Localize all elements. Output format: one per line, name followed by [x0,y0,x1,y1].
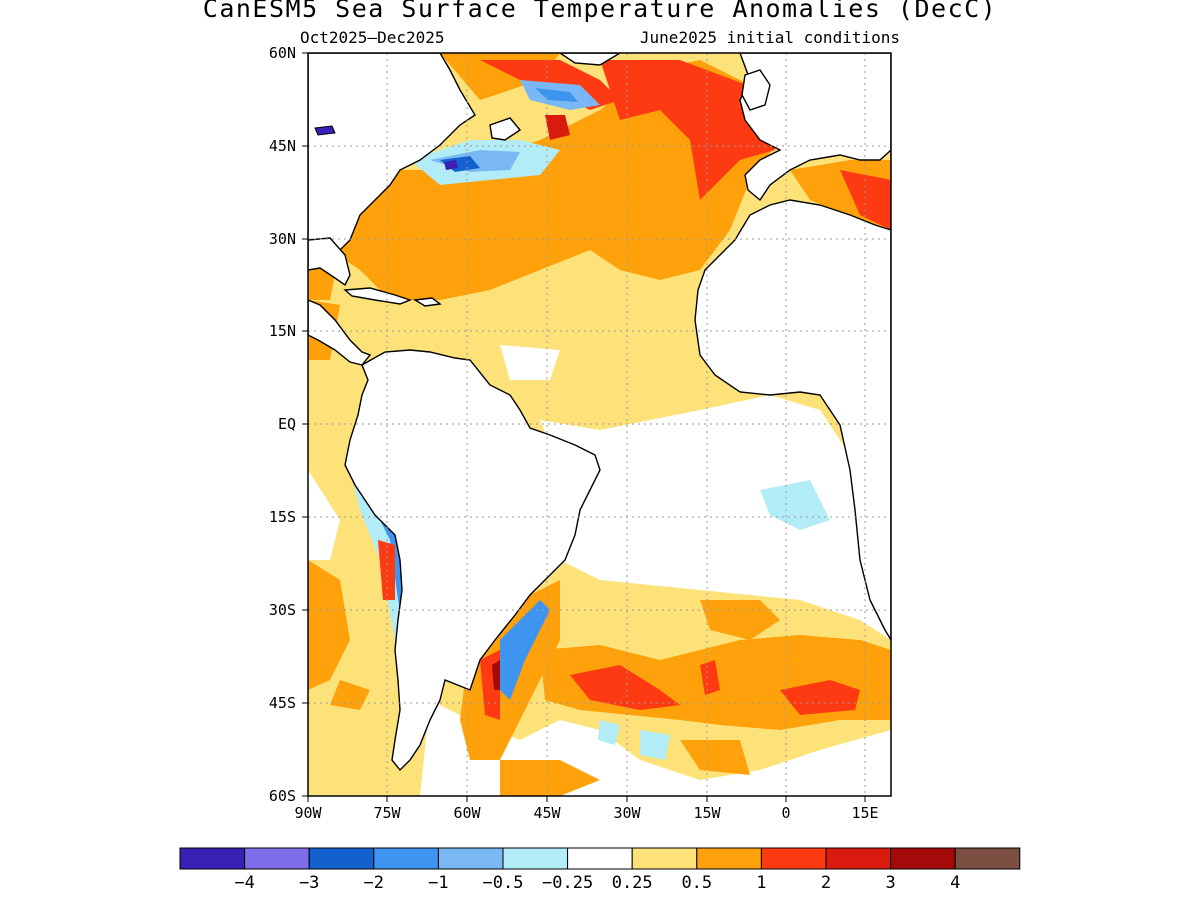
land-masses [308,53,891,772]
anomaly-field [308,53,891,796]
lat-label-30n: 30N [268,230,296,248]
colorbar-swatch [631,847,698,870]
colorbar-label: −2 [363,873,385,893]
lat-label-45n: 45N [268,137,296,155]
colorbar-swatch [760,847,827,870]
map-title: CanESM5 Sea Surface Temperature Anomalie… [202,0,998,23]
colorbar-label: −4 [234,873,255,893]
colorbar-label: −1 [428,873,449,893]
colorbar-swatch [502,847,569,870]
lon-label-75w: 75W [373,804,401,822]
colorbar-label: 2 [820,873,832,893]
lon-label-45w: 45W [533,804,561,822]
lat-label-30s: 30S [268,601,296,619]
colorbar-label: 4 [950,873,961,893]
colorbar-label: −3 [298,873,320,893]
lon-label-0: 0 [781,804,791,822]
lon-label-30w: 30W [613,804,641,822]
colorbar-swatch [954,847,1021,870]
graticule [308,53,891,796]
lat-label-60s: 60S [268,787,296,805]
colorbar-swatch [373,847,439,870]
forecast-period: Oct2025—Dec2025 [300,28,445,47]
initial-conditions: June2025 initial conditions [639,28,900,47]
colorbar-swatch [244,847,310,870]
colorbar-swatch [437,847,504,870]
colorbar-label: −0.5 [482,873,524,893]
colorbar-swatch [567,847,633,870]
colorbar-label: 1 [756,873,767,893]
lat-label-15n: 15N [268,322,296,340]
lat-label-60n: 60N [268,44,296,62]
colorbar-swatch [696,847,762,870]
great-lakes-icon [314,125,336,136]
axis-ticks [302,52,866,802]
colorbar-swatch [179,847,246,870]
lat-label-15s: 15S [268,508,296,526]
lon-label-15w: 15W [693,804,721,822]
colorbar [179,847,1021,870]
colorbar-swatch [308,847,375,870]
colorbar-label: −0.25 [542,873,594,893]
lat-label-45s: 45S [268,694,296,712]
colorbar-label: 3 [885,873,896,893]
lon-label-60w: 60W [453,804,481,822]
colorbar-swatch [890,847,956,870]
lat-label-eq: EQ [277,415,296,433]
colorbar-swatch [825,847,892,870]
lon-label-90w: 90W [294,804,322,822]
colorbar-label: 0.5 [681,873,713,893]
lon-label-15e: 15E [851,804,879,822]
colorbar-label: 0.25 [611,873,653,893]
